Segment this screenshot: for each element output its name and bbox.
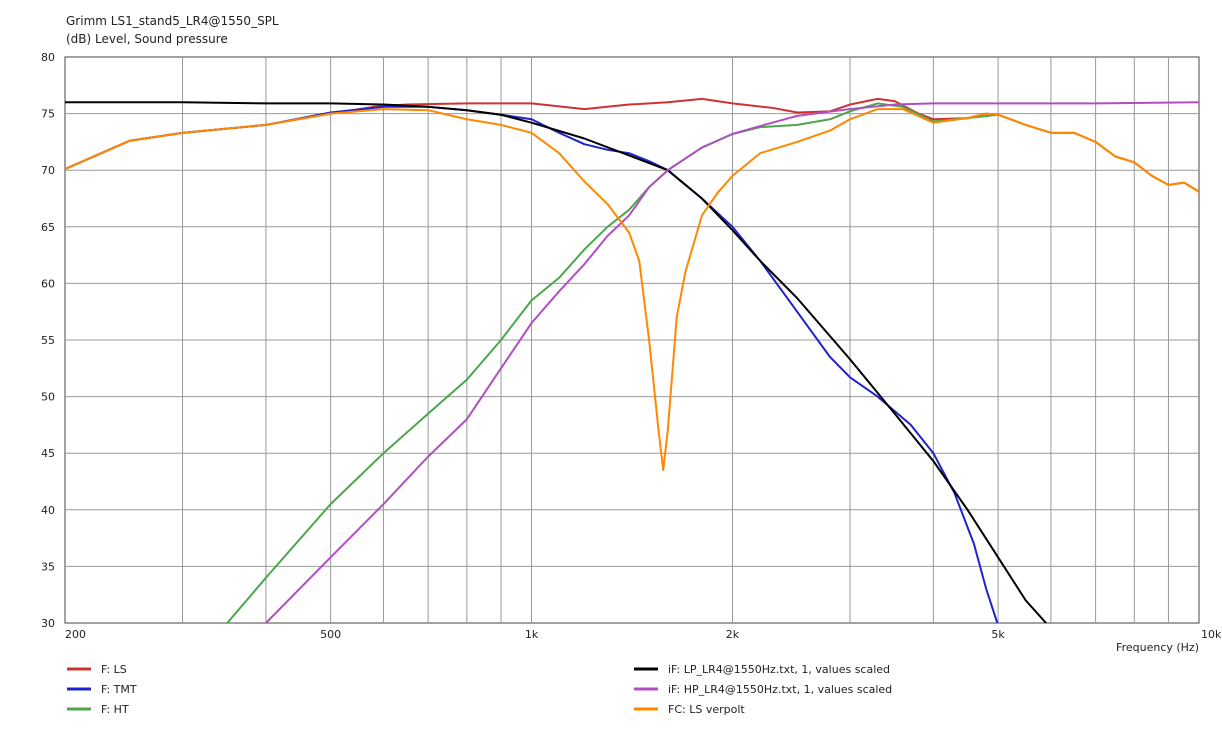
legend: F: LS F: TMT F: HT iF: LP_LR4@1550Hz.txt, 1…: [67, 663, 892, 716]
legend-label: F: LS: [101, 663, 127, 676]
series-line-5: [65, 108, 1199, 472]
grid-lines: [65, 57, 1199, 623]
x-tick-label: 500: [320, 628, 341, 641]
y-tick-label: 60: [41, 277, 55, 290]
y-tick-label: 65: [41, 221, 55, 234]
chart-title: Grimm LS1_stand5_LR4@1550_SPL: [66, 14, 279, 28]
y-tick-label: 30: [41, 617, 55, 630]
x-tick-label: 10k: [1201, 628, 1222, 641]
x-tick-label: 1k: [525, 628, 539, 641]
y-tick-label: 55: [41, 334, 55, 347]
x-tick-label: 5k: [991, 628, 1005, 641]
x-tick-label: 2k: [726, 628, 740, 641]
legend-label: F: HT: [101, 703, 129, 716]
y-tick-labels: 30 35 40 45 50 55 60 65 70 75 80: [41, 51, 55, 630]
y-axis-label: (dB) Level, Sound pressure: [66, 32, 228, 46]
series-line-1: [65, 105, 999, 623]
y-tick-label: 40: [41, 504, 55, 517]
y-tick-label: 50: [41, 391, 55, 404]
x-tick-label: 200: [65, 628, 86, 641]
legend-label: FC: LS verpolt: [668, 703, 745, 716]
y-tick-label: 75: [41, 108, 55, 121]
legend-label: iF: LP_LR4@1550Hz.txt, 1, values scaled: [668, 663, 890, 676]
y-tick-label: 45: [41, 447, 55, 460]
x-axis-label: Frequency (Hz): [1116, 641, 1199, 654]
legend-label: F: TMT: [101, 683, 137, 696]
legend-label: iF: HP_LR4@1550Hz.txt, 1, values scaled: [668, 683, 892, 696]
series-line-4: [264, 101, 1199, 623]
y-tick-label: 70: [41, 164, 55, 177]
y-tick-label: 35: [41, 560, 55, 573]
y-tick-label: 80: [41, 51, 55, 64]
x-tick-labels: 200 500 1k 2k 5k 10k: [65, 628, 1222, 641]
series-lines: [65, 97, 1199, 623]
